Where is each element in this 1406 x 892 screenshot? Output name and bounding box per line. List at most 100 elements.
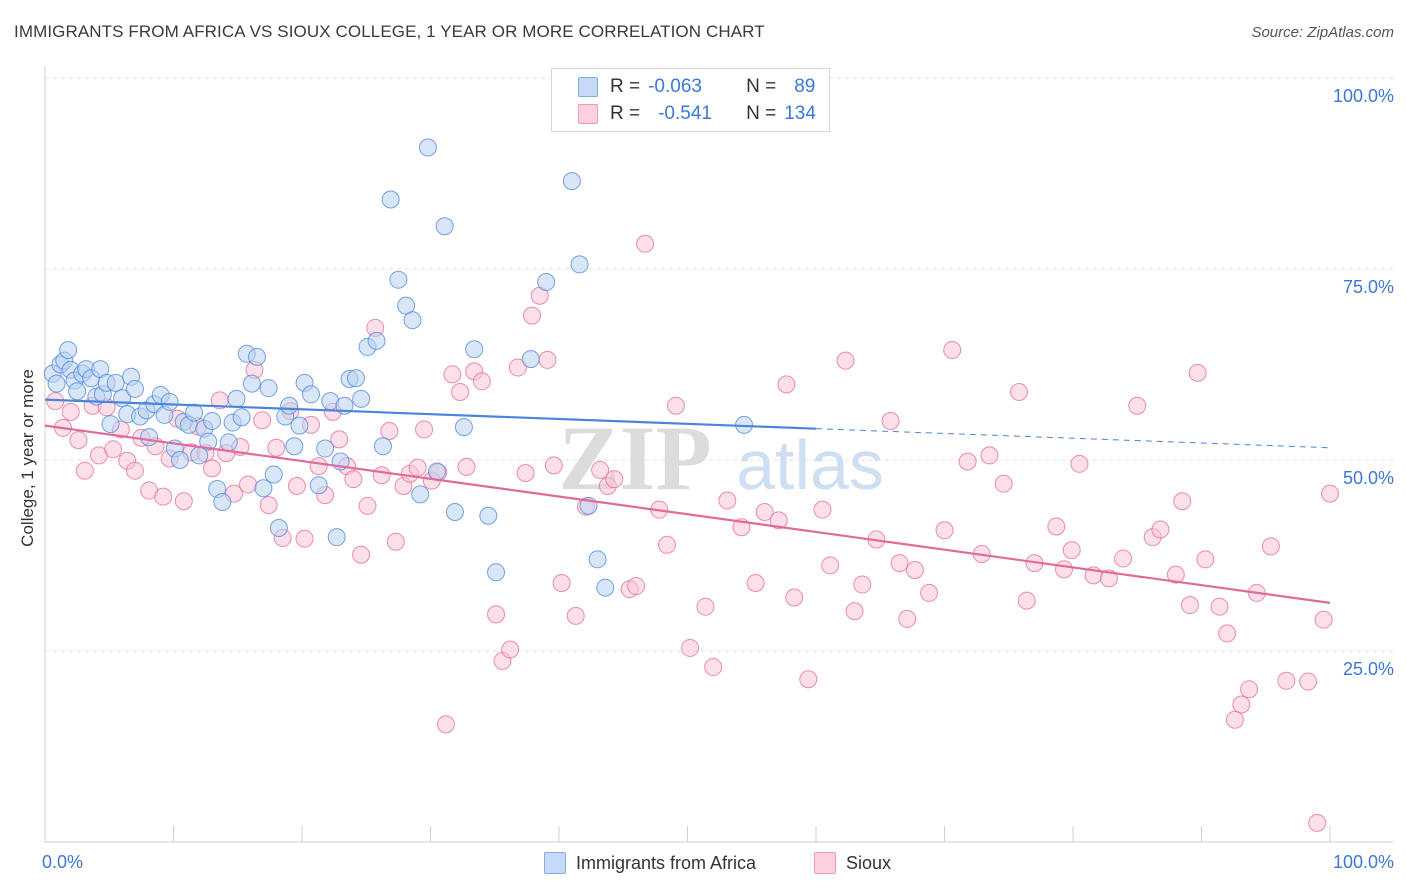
sioux-point xyxy=(566,606,585,625)
legend-n-label: N = xyxy=(746,76,777,97)
sioux-point xyxy=(881,412,900,431)
sioux-point xyxy=(472,372,491,391)
sioux-point xyxy=(451,383,470,402)
legend-n-label: N = xyxy=(746,103,777,124)
sioux-point xyxy=(1277,671,1296,690)
sioux-point xyxy=(552,574,571,593)
africa-point xyxy=(101,415,120,434)
africa-point xyxy=(465,340,484,359)
africa-point xyxy=(381,190,400,209)
sioux-point xyxy=(1114,549,1133,568)
sioux-point xyxy=(898,609,917,628)
x-tick-label-max: 100.0% xyxy=(1332,852,1394,872)
sioux-point xyxy=(380,421,399,440)
legend-r-value: -0.541 xyxy=(658,103,712,124)
africa-point xyxy=(254,479,273,498)
legend-r-label: R = xyxy=(610,76,641,97)
legend-swatch-sioux xyxy=(578,104,598,124)
sioux-point xyxy=(154,487,173,506)
sioux-point xyxy=(755,502,774,521)
sioux-point xyxy=(69,431,88,450)
sioux-point xyxy=(1055,560,1074,579)
bottom-legend-swatch-africa xyxy=(544,852,566,874)
africa-point xyxy=(185,403,204,422)
chart-title: IMMIGRANTS FROM AFRICA VS SIOUX COLLEGE,… xyxy=(14,22,765,41)
sioux-point xyxy=(785,588,804,607)
africa-point xyxy=(47,374,66,393)
sioux-point xyxy=(769,511,788,530)
sioux-point xyxy=(605,470,624,489)
sioux-point xyxy=(386,532,405,551)
sioux-point xyxy=(1151,520,1170,539)
sioux-point xyxy=(352,545,371,564)
legend-row-africa: R = -0.063 N = 89 xyxy=(552,75,815,99)
africa-point xyxy=(479,506,498,525)
sioux-point xyxy=(1173,492,1192,511)
sioux-point xyxy=(1218,624,1237,643)
africa-point xyxy=(418,138,437,157)
source-label: Source: ZipAtlas.com xyxy=(1251,24,1394,41)
africa-point xyxy=(537,272,556,291)
africa-point xyxy=(454,418,473,437)
africa-point xyxy=(570,255,589,274)
sioux-point xyxy=(845,602,864,621)
sioux-point xyxy=(1070,454,1089,473)
sioux-point xyxy=(125,461,144,480)
sioux-point xyxy=(1225,710,1244,729)
africa-point xyxy=(170,451,189,469)
africa-point xyxy=(264,465,283,484)
sioux-point xyxy=(1166,565,1185,584)
trend-line-sioux xyxy=(44,424,1331,604)
sioux-point xyxy=(1196,550,1215,569)
sioux-point xyxy=(777,375,796,394)
sioux-point xyxy=(746,574,765,593)
sioux-point xyxy=(920,583,939,602)
sioux-point xyxy=(239,475,258,494)
sioux-point xyxy=(1299,672,1318,691)
sioux-point xyxy=(358,496,377,515)
sioux-point xyxy=(1321,484,1339,503)
sioux-point xyxy=(1314,610,1333,629)
sioux-point xyxy=(330,430,349,449)
sioux-point xyxy=(408,458,427,477)
africa-point xyxy=(269,518,288,537)
sioux-point xyxy=(591,460,610,479)
sioux-point xyxy=(538,350,557,369)
watermark-atlas: atlas xyxy=(736,426,884,504)
africa-point xyxy=(285,437,304,456)
sioux-point xyxy=(415,420,434,439)
sioux-point xyxy=(943,340,962,359)
sioux-point xyxy=(657,535,676,554)
africa-point xyxy=(435,217,454,236)
legend-r-value: -0.063 xyxy=(648,76,702,97)
africa-point xyxy=(232,408,251,427)
africa-point xyxy=(160,392,179,411)
sioux-point xyxy=(1047,517,1066,536)
africa-point xyxy=(199,432,218,451)
africa-point xyxy=(68,382,87,401)
africa-point xyxy=(373,437,392,456)
sioux-point xyxy=(853,575,872,594)
y-tick-label-75: 75.0% xyxy=(1342,277,1394,297)
gridlines xyxy=(45,77,1393,652)
sioux-point xyxy=(681,638,700,657)
africa-point xyxy=(242,374,261,393)
y-tick-label-25: 25.0% xyxy=(1342,659,1394,679)
sioux-point xyxy=(1017,591,1036,610)
sioux-point xyxy=(1180,596,1199,615)
africa-point xyxy=(427,462,446,481)
sioux-point xyxy=(203,459,222,478)
africa-point xyxy=(125,379,144,398)
sioux-point xyxy=(980,446,999,465)
sioux-point xyxy=(821,556,840,575)
sioux-point xyxy=(267,438,286,457)
sioux-point xyxy=(508,358,527,377)
sioux-point xyxy=(1232,695,1251,714)
africa-point xyxy=(213,493,232,512)
sioux-point xyxy=(1261,537,1280,556)
africa-point xyxy=(596,578,615,597)
africa-point xyxy=(389,270,408,289)
africa-point xyxy=(219,433,238,452)
sioux-point xyxy=(174,492,193,511)
axes xyxy=(44,66,1393,843)
